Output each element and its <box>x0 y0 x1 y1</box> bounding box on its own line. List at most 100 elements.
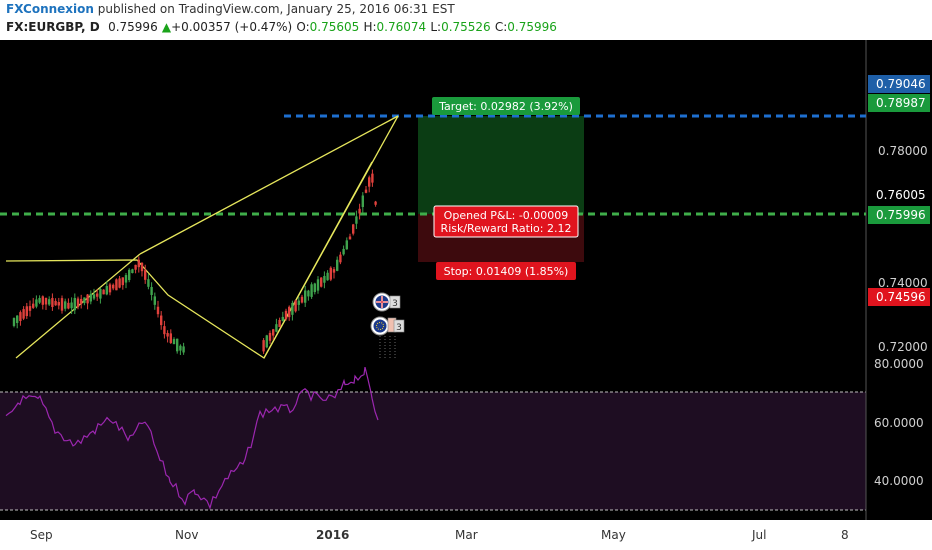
candle-body <box>156 306 160 315</box>
candle-body <box>64 301 67 309</box>
candle-body <box>54 300 57 306</box>
candle-body <box>134 264 137 270</box>
candle-body <box>294 300 297 312</box>
candle-body <box>268 332 272 341</box>
candle-body <box>313 283 316 293</box>
candle-body <box>150 287 153 295</box>
flag-eu-count: 3 <box>396 323 402 333</box>
candle-body <box>300 296 304 303</box>
time-axis-labels: Sep Nov 2016 Mar May Jul 8 <box>30 528 849 542</box>
price-badge-1: 0.79046 <box>868 75 930 93</box>
candle-body <box>361 195 364 207</box>
candle-body <box>57 302 60 306</box>
chart-area[interactable]: Target: 0.02982 (3.92%) Opened P&L: -0.0… <box>0 40 932 550</box>
time-label: Sep <box>30 528 53 542</box>
candle-body <box>70 302 73 309</box>
chart-header: FXConnexion published on TradingView.com… <box>0 0 932 40</box>
candle-body <box>86 294 89 304</box>
price-axis-ticks: 0.78000 0.74000 0.72000 <box>878 144 928 354</box>
price-change: +0.00357 (+0.47%) <box>171 20 293 34</box>
candle-body <box>41 296 44 305</box>
rsi-axis-ticks: 80.0000 60.0000 40.0000 <box>874 357 924 488</box>
candle-body <box>124 275 128 283</box>
candle-body <box>262 340 265 352</box>
svg-text:0.74596: 0.74596 <box>876 290 926 304</box>
candle-body <box>137 259 140 268</box>
candle-body <box>51 297 54 307</box>
time-axis[interactable] <box>0 520 932 550</box>
pattern-lines[interactable] <box>5 115 399 359</box>
candle-body <box>291 302 294 315</box>
stop-label[interactable]: Stop: 0.01409 (1.85%) <box>436 262 576 280</box>
candle-body <box>35 299 38 307</box>
svg-text:0.78987: 0.78987 <box>876 96 926 110</box>
candle-body <box>265 335 268 348</box>
candle-body <box>99 288 102 299</box>
candle-body <box>352 224 355 234</box>
candle-body <box>153 296 156 305</box>
event-flag-uk[interactable]: 3 <box>372 292 401 312</box>
candle-body <box>275 324 278 332</box>
author-link[interactable]: FXConnexion <box>6 2 94 16</box>
price-badge-2: 0.78987 <box>868 94 930 112</box>
candle-body <box>166 333 169 337</box>
candle-body <box>339 254 342 263</box>
candle-body <box>374 201 377 205</box>
candle-body <box>28 306 32 311</box>
high-label: H: <box>363 20 377 34</box>
candle-body <box>326 272 329 281</box>
rsi-tick: 80.0000 <box>874 357 924 371</box>
candle-body <box>76 298 80 308</box>
ohlc-legend: FX:EURGBP, D 0.75996 ▲+0.00357 (+0.47%) … <box>6 20 557 34</box>
candle-body <box>284 310 288 320</box>
close-value: 0.75996 <box>507 20 557 34</box>
price-tick: 0.72000 <box>878 340 928 354</box>
candle-body <box>316 279 320 291</box>
candle-body <box>22 309 25 319</box>
candle-body <box>281 316 284 322</box>
high-value: 0.76074 <box>376 20 427 34</box>
candle-body <box>169 333 172 343</box>
close-label: C: <box>494 20 508 34</box>
candle-body <box>102 289 105 295</box>
candle-body <box>105 286 108 295</box>
candle-body <box>19 312 22 322</box>
candle-body <box>358 208 361 214</box>
open-value: 0.75605 <box>309 20 360 34</box>
candle-body <box>89 293 92 302</box>
symbol-label[interactable]: FX:EURGBP, D <box>6 20 100 34</box>
pnl-label[interactable]: Opened P&L: -0.00009 Risk/Reward Ratio: … <box>433 205 579 238</box>
candle-body <box>182 346 185 353</box>
candle-body <box>144 270 147 280</box>
candle-body <box>121 277 124 286</box>
target-zone <box>418 116 584 214</box>
candle-body <box>368 177 371 187</box>
candle-body <box>32 303 35 308</box>
candle-body <box>60 298 64 311</box>
candle-body <box>160 315 163 326</box>
event-flag-eu[interactable]: 3 <box>370 316 405 358</box>
rsi-band <box>0 392 866 510</box>
svg-text:0.76005: 0.76005 <box>876 188 926 202</box>
time-label: Nov <box>175 528 198 542</box>
candle-body <box>336 259 339 271</box>
price-axis[interactable] <box>866 40 932 520</box>
svg-text:0.75996: 0.75996 <box>876 208 926 222</box>
candle-body <box>12 318 16 326</box>
candle-body <box>310 284 313 297</box>
candle-body <box>288 306 291 318</box>
candle-body <box>38 297 41 303</box>
candlestick-series[interactable] <box>12 169 377 356</box>
candle-body <box>176 338 179 352</box>
flag-uk-count: 3 <box>392 299 398 309</box>
target-label[interactable]: Target: 0.02982 (3.92%) <box>432 97 580 115</box>
open-label: O: <box>296 20 310 34</box>
candle-body <box>332 269 336 273</box>
time-label: Mar <box>455 528 478 542</box>
price-tick: 0.74000 <box>878 276 928 290</box>
candle-body <box>108 284 112 293</box>
candle-body <box>304 290 307 303</box>
rr-text: Risk/Reward Ratio: 2.12 <box>441 222 572 235</box>
svg-text:0.79046: 0.79046 <box>876 77 926 91</box>
rsi-tick: 40.0000 <box>874 474 924 488</box>
